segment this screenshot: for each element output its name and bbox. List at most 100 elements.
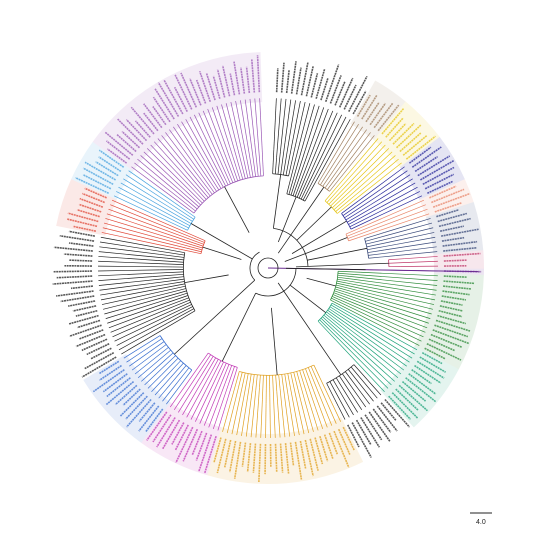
tip-branch [231,389,242,435]
tip-stem [208,160,224,188]
tip-branch [309,110,334,167]
tip-label-mark [343,84,357,110]
tip-stem [329,178,340,192]
tip-label-mark [424,347,446,360]
tip-stem [190,239,204,245]
clade-shade-navy-upper [399,136,465,200]
tip-branch [307,112,338,180]
tip-branch [352,331,405,371]
tip-branch [221,104,237,155]
tip-label-mark [117,118,144,145]
tip-stem [172,283,185,287]
tip-branch [240,100,248,144]
tip-stem [179,243,202,251]
tip-branch [208,393,222,428]
tip-stem [334,288,345,293]
tip-label-mark [78,329,104,340]
backbone-branch [224,186,250,233]
tip-stem [227,366,235,386]
tip-branch [404,256,438,260]
tip-branch [128,170,175,203]
tip-label-mark [369,102,387,126]
tip-branch [203,375,225,426]
tip-stem [335,197,352,212]
tip-branch [295,105,320,182]
backbone-branch [296,206,332,241]
tip-stem [366,242,389,248]
tip-label-mark [439,305,464,312]
tip-branch [185,119,210,162]
tip-stem [165,288,186,295]
tip-label-mark [189,78,202,106]
tip-stem [255,374,258,391]
tip-label-mark [424,173,455,190]
tip-branch [369,396,374,402]
tip-stem [187,235,205,243]
tip-label-mark [81,356,117,378]
root-node [257,257,279,279]
tip-branch [351,158,399,199]
tip-stem [174,250,185,254]
tip-branch [351,394,363,410]
tip-label-mark [411,369,432,385]
tip-branch [236,384,247,436]
tip-label-mark [213,437,222,463]
tip-label-mark [195,432,208,461]
tip-stem [300,174,314,200]
tip-stem [274,157,277,174]
tip-branch [398,222,433,233]
tip-branch [304,398,314,432]
tip-label-mark [285,69,290,94]
tip-stem [157,260,184,263]
tip-branch [359,155,396,188]
clade-shade-salmon [419,179,474,218]
tip-branch [279,388,286,438]
tip-label-mark [351,422,372,458]
tip-branch [165,132,200,177]
tip-stem [176,290,187,294]
tip-label-mark [92,369,125,393]
tip-stem [227,367,238,399]
tip-label-mark [98,360,120,375]
tip-stem [353,364,372,385]
tip-stem [313,364,321,379]
tip-label-mark [138,405,160,432]
tip-branch [98,277,170,286]
tip-branch [121,319,180,355]
tip-label-mark [428,338,456,352]
tip-stem [161,357,179,375]
tip-branch [360,392,370,405]
tip-label-mark [106,377,131,398]
tip-label-mark [294,441,303,480]
tip-branch [340,344,385,393]
tip-label-mark [252,443,257,473]
tip-stem [245,373,249,385]
tip-stem [346,225,373,237]
tip-stem [169,217,189,229]
tip-label-mark [443,259,467,262]
tip-branch [371,204,426,227]
tip-branch [402,260,438,264]
tip-label-mark [154,88,175,120]
tip-branch [350,298,428,329]
tip-branch [284,398,291,437]
tip-branch [358,166,405,202]
tip-stem [364,232,385,239]
tip-branch [339,400,350,418]
clade-shade-tan [350,80,406,141]
tip-branch [396,269,438,272]
tip-branch [355,289,433,310]
tip-label-mark [414,364,442,384]
tip-stem [339,375,353,395]
tip-stem [150,278,185,284]
tip-label-mark [143,103,163,129]
tip-branch [260,399,263,438]
tip-label-mark [106,148,128,164]
tip-stem [286,167,294,194]
tip-stem [324,313,343,328]
backbone-branch [295,262,389,268]
tip-stem [290,372,296,393]
tip-label-mark [122,388,141,406]
clade-shading-layer [56,52,484,484]
tip-label-mark [385,117,404,138]
